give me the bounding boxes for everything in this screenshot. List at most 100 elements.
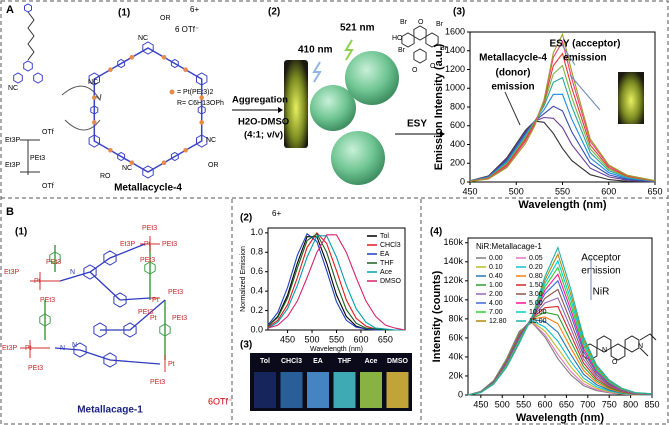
compound-name: Metallacycle-4 — [114, 183, 182, 194]
atom: NC — [122, 165, 132, 172]
annotation: Acceptor — [581, 253, 621, 264]
solvent-vial — [307, 372, 329, 408]
atom: PEt3 — [40, 297, 55, 304]
x-tick-label: 500 — [305, 334, 320, 344]
atom: NC — [138, 35, 148, 42]
arrow — [61, 85, 101, 101]
metallacycle — [93, 47, 203, 173]
ring — [425, 32, 439, 48]
bond — [20, 139, 40, 175]
ring — [117, 58, 126, 69]
legend-title: NiR:Metallacage-1 — [476, 242, 542, 251]
atom: RO — [100, 173, 111, 180]
x-tick-label: 550 — [329, 334, 344, 344]
y-tick-label: 0.6 — [250, 266, 263, 276]
legend-label: 10.00 — [529, 309, 547, 316]
annotation: emission — [581, 266, 620, 277]
legend-label: Tol — [380, 233, 389, 240]
linker — [149, 245, 166, 360]
atom: Et3P — [5, 162, 21, 169]
ring — [196, 134, 208, 148]
series-line — [467, 245, 653, 396]
atom: O — [412, 67, 418, 74]
annotation: (donor) — [496, 68, 531, 79]
series-line — [469, 76, 656, 182]
atom: PEt3 — [30, 155, 45, 162]
x-tick-label: 800 — [623, 399, 638, 409]
ring — [24, 3, 32, 13]
y-tick-label: 100k — [443, 294, 463, 304]
y-axis-label: Normalized Emission — [240, 246, 247, 312]
sub-label: (3) — [453, 7, 465, 18]
sub-label: (1) — [15, 227, 27, 238]
y-axis-label: Emission Intensity (a.u.) — [433, 43, 445, 170]
pt-node — [129, 55, 135, 60]
solvent-label: Tol — [260, 358, 270, 365]
pt-node — [108, 67, 113, 72]
y-axis-label: Intensity (counts) — [431, 270, 443, 362]
x-tick-label: 600 — [601, 186, 616, 196]
y-tick-label: 80k — [448, 313, 463, 323]
ring — [33, 72, 43, 84]
x-tick-label: 550 — [516, 399, 531, 409]
series-line — [469, 93, 656, 182]
aggregate — [331, 131, 385, 185]
ring — [88, 134, 100, 148]
y-tick-label: 0 — [458, 389, 463, 399]
annotation: ESY (acceptor) — [550, 39, 621, 50]
panel-label: A — [6, 4, 14, 16]
y-tick-label: 1200 — [445, 64, 465, 74]
atom: N — [60, 345, 65, 352]
legend-label: THF — [380, 260, 394, 267]
series-line — [467, 321, 652, 396]
plot-frame — [467, 237, 653, 396]
pt-node — [161, 55, 167, 60]
legend-label: 5.00 — [529, 300, 543, 307]
atom: Pt — [150, 315, 157, 322]
series-line — [469, 64, 656, 182]
atom: Br — [398, 47, 406, 54]
atom: PEt3 — [28, 365, 43, 372]
series-line — [469, 32, 656, 182]
ring — [401, 32, 415, 48]
arrow — [64, 119, 101, 131]
atom: Et3P — [5, 137, 21, 144]
solvent-vial — [333, 372, 356, 408]
ring — [197, 105, 206, 115]
x-tick-label: 600 — [353, 334, 368, 344]
solvent-label: THF — [338, 358, 352, 365]
sub-label: (2) — [268, 7, 280, 18]
x-tick-label: 600 — [538, 399, 553, 409]
pt-node — [183, 67, 188, 72]
x-tick-label: 450 — [473, 399, 488, 409]
x-tick-label: 750 — [602, 399, 617, 409]
ring — [23, 60, 33, 72]
x-tick-label: 500 — [495, 399, 510, 409]
legend-label: 0.05 — [529, 255, 543, 262]
legend-label: 2.00 — [489, 291, 503, 298]
y-tick-label: 20k — [448, 370, 463, 380]
solvent-vial — [280, 372, 303, 408]
y-tick-label: 1600 — [445, 26, 465, 36]
aggregate — [345, 51, 399, 105]
sub-label: (1) — [118, 8, 130, 19]
x-tick-label: 700 — [580, 399, 595, 409]
pt-node — [199, 95, 204, 100]
solvent-label: EA — [313, 358, 323, 365]
x-tick-label: 650 — [559, 399, 574, 409]
arrow-head — [95, 93, 102, 102]
atom: Et3P — [2, 345, 18, 352]
ring — [159, 323, 171, 337]
panel-label: B — [6, 206, 14, 218]
legend-label: 12.80 — [489, 318, 507, 325]
ratio: (4:1; v/v) — [244, 130, 283, 141]
arrow-head — [278, 107, 283, 113]
esy-label: ESY — [407, 119, 427, 130]
vial-photo — [618, 72, 644, 124]
ring — [123, 322, 137, 338]
ring — [413, 48, 427, 64]
series-line — [469, 120, 656, 183]
charge: 6+ — [272, 209, 281, 218]
atom: Et3P — [4, 269, 20, 276]
